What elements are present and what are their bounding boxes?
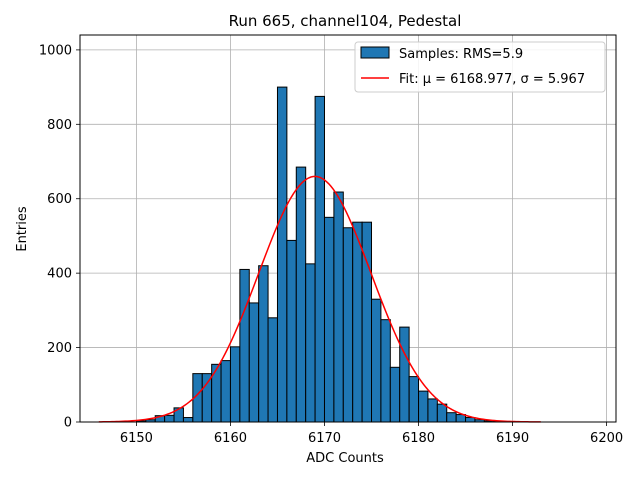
histogram-bar [333,191,344,423]
histogram-bar [182,417,194,423]
legend-bar-swatch [360,46,390,59]
histogram-bar [399,326,410,423]
x-axis-ticks: 6150 6160 6170 6180 6190 6200 [120,422,623,446]
x-tick-label: 6170 [308,431,341,446]
histogram-bar [164,414,175,423]
x-tick-label: 6190 [496,431,529,446]
fit-curve [98,175,541,423]
histogram-bar [389,366,401,423]
x-tick-label: 6150 [120,431,153,446]
x-axis-label: ADC Counts [306,451,384,466]
histogram-bar [418,390,429,423]
histogram-bar [201,373,213,423]
y-tick-label: 0 [64,416,72,431]
histogram-bar [276,86,288,423]
histogram-bar [248,302,260,423]
histogram-bar [239,268,250,423]
histogram-bar [314,95,325,423]
x-tick-label: 6180 [402,431,435,446]
histogram-bar [446,412,457,423]
histogram-bar [455,414,467,423]
histogram-bar [286,239,297,423]
histogram-bar [229,346,241,423]
histogram-bar [258,265,269,423]
legend-label-fit: Fit: μ = 6168.977, σ = 5.967 [399,72,585,87]
chart-title: Run 665, channel104, Pedestal [229,12,462,30]
histogram-bar [352,221,363,423]
legend-label-samples: Samples: RMS=5.9 [399,47,523,62]
histogram-bar [436,403,448,423]
legend: Samples: RMS=5.9 Fit: μ = 6168.977, σ = … [354,41,606,93]
histogram-bars [135,86,514,423]
legend-box [354,41,606,93]
histogram-bar [371,298,382,423]
y-tick-label: 1000 [39,43,72,58]
histogram-bar [305,263,316,423]
y-tick-label: 200 [47,341,72,356]
y-axis-label: Entries [15,206,30,252]
y-axis-ticks: 0 200 400 600 800 1000 [39,43,80,431]
histogram-bar [380,319,391,423]
y-tick-label: 600 [47,192,72,207]
histogram-bar [408,376,420,423]
histogram-bar [295,166,307,423]
histogram-bar [427,398,438,423]
histogram-bar [220,360,231,423]
histogram-bar [267,317,278,423]
histogram-bar [342,227,354,423]
y-tick-label: 400 [47,267,72,282]
x-tick-label: 6160 [214,431,247,446]
y-tick-label: 800 [47,118,72,133]
histogram-bar [323,216,335,423]
plot-frame [79,34,617,423]
x-tick-label: 6200 [590,431,623,446]
histogram-bar [211,363,222,423]
